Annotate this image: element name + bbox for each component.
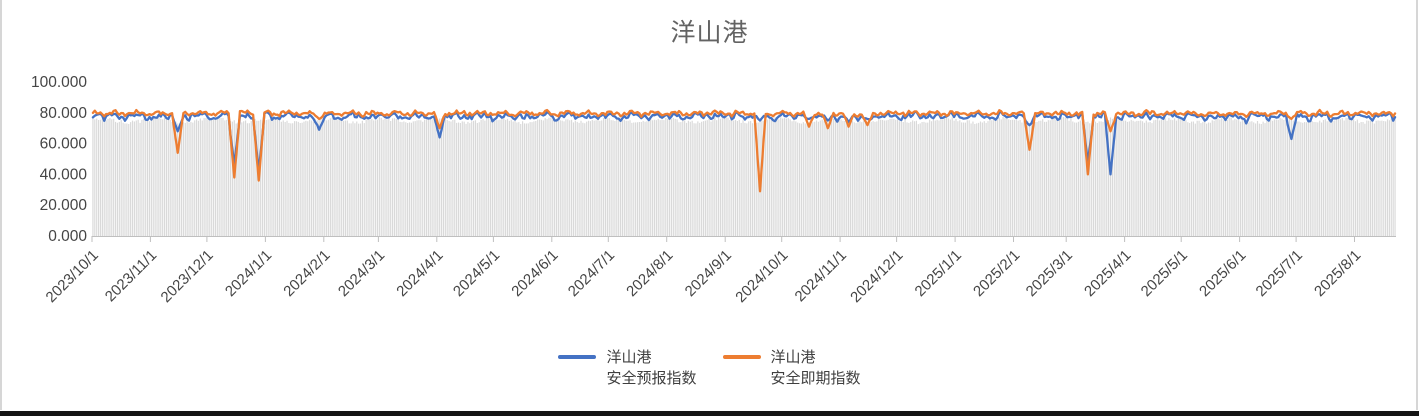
forecast-legend-label: 洋山港 安全预报指数 — [606, 347, 696, 389]
x-axis-label: 2024/9/1 — [682, 247, 735, 300]
spot-index-line — [91, 108, 1397, 193]
x-axis-label: 2024/11/1 — [792, 247, 850, 305]
x-axis-label: 2024/3/1 — [335, 247, 388, 300]
y-axis-label: 40.000 — [40, 166, 88, 183]
daily-index-columns — [92, 116, 1396, 236]
y-axis-label: 100.000 — [31, 74, 87, 91]
window-left-border — [0, 0, 2, 410]
x-axis-label: 2025/4/1 — [1081, 247, 1134, 300]
x-axis-label: 2025/3/1 — [1023, 247, 1076, 300]
y-axis-label: 80.000 — [40, 105, 88, 122]
forecast-line-swatch — [558, 355, 597, 359]
y-axis-label: 60.000 — [40, 136, 88, 153]
x-axis-label: 2024/7/1 — [565, 247, 618, 300]
x-axis-label: 2024/2/1 — [280, 247, 333, 300]
x-axis-label: 2025/6/1 — [1196, 247, 1249, 300]
x-axis-label: 2024/12/1 — [847, 247, 906, 306]
x-axis-label: 2025/5/1 — [1138, 247, 1191, 300]
x-axis-label: 2025/8/1 — [1311, 247, 1364, 300]
window-right-border — [1416, 0, 1418, 410]
x-axis-label: 2023/12/1 — [158, 247, 217, 306]
y-axis-label: 0.000 — [48, 228, 87, 245]
legend-item-spot[interactable]: 洋山港 安全即期指数 — [722, 347, 861, 389]
chart-plot-area[interactable]: 0.000 20.000 40.000 60.000 80.000 100.000 2023… — [0, 0, 1419, 340]
spot-legend-label: 洋山港 安全即期指数 — [771, 347, 861, 389]
chart-legend: 洋山港 安全预报指数 洋山港 安全即期指数 — [0, 347, 1419, 389]
forecast-legend-line1: 洋山港 — [606, 349, 652, 366]
x-axis-label: 2025/1/1 — [912, 247, 965, 300]
forecast-legend-line2: 安全预报指数 — [606, 370, 697, 387]
spot-legend-line2: 安全即期指数 — [770, 370, 861, 387]
spot-legend-line1: 洋山港 — [770, 349, 816, 366]
x-axis-label: 2025/7/1 — [1253, 247, 1306, 300]
x-axis-label: 2024/4/1 — [393, 247, 446, 300]
x-axis-label: 2024/10/1 — [732, 247, 791, 306]
forecast-index-line — [91, 109, 1397, 176]
x-axis-label: 2024/1/1 — [222, 247, 275, 300]
x-axis-line — [91, 236, 1396, 242]
window-bottom-bar — [0, 411, 1419, 416]
x-axis-label: 2024/5/1 — [450, 247, 503, 300]
x-axis-label: 2024/8/1 — [623, 247, 676, 300]
x-axis-label: 2025/2/1 — [970, 247, 1023, 300]
spot-line-swatch — [722, 355, 761, 359]
x-axis-label: 2023/10/1 — [43, 247, 102, 306]
x-axis-label: 2024/6/1 — [508, 247, 561, 300]
x-axis-label: 2023/11/1 — [102, 247, 160, 305]
legend-item-forecast[interactable]: 洋山港 安全预报指数 — [558, 347, 697, 389]
y-axis-label: 20.000 — [40, 197, 88, 214]
chart-title: 洋山港 — [670, 19, 749, 47]
